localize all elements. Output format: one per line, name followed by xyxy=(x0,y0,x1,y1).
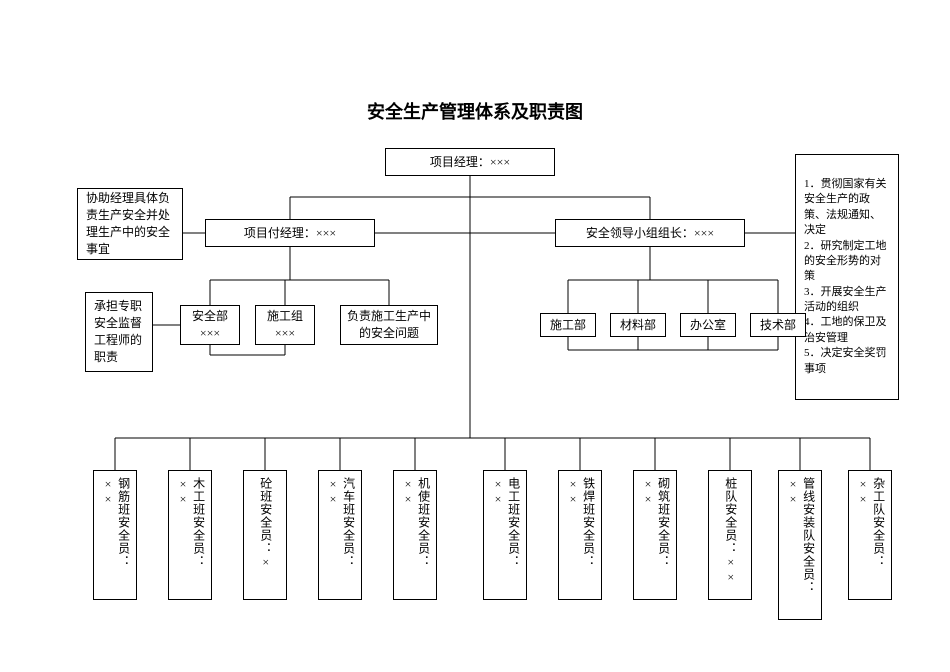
note-assist-manager: 协助经理具体负责生产安全并处理生产中的安全事宜 xyxy=(77,188,183,260)
note-construction-safety: 负责施工生产中的安全问题 xyxy=(340,305,438,345)
node-construction-team: 施工组 ××× xyxy=(255,305,315,345)
bottom-node: 砌筑班安全员：×× xyxy=(633,470,677,600)
bottom-node: 管线安装队安全员：×× xyxy=(778,470,822,620)
node-material-dept: 材料部 xyxy=(610,313,666,337)
bottom-node: 钢筋班安全员：×× xyxy=(93,470,137,600)
node-construction-dept: 施工部 xyxy=(540,313,596,337)
org-chart-canvas: 安全生产管理体系及职责图 项目经理：××× 项目付经理：××× 安全领导小组组长… xyxy=(0,0,950,672)
bottom-node: 砼班安全员：× xyxy=(243,470,287,600)
bottom-node: 木工班安全员：×× xyxy=(168,470,212,600)
node-tech-dept: 技术部 xyxy=(750,313,806,337)
note-responsibilities: 1．贯彻国家有关安全生产的政策、法规通知、决定 2．研究制定工地的安全形势的对策… xyxy=(795,154,899,400)
node-safety-leader: 安全领导小组组长：××× xyxy=(555,219,745,247)
bottom-node: 桩队安全员：×× xyxy=(708,470,752,600)
bottom-node: 铁焊班安全员：×× xyxy=(558,470,602,600)
bottom-node: 杂工队安全员：×× xyxy=(848,470,892,600)
bottom-node: 电工班安全员：×× xyxy=(483,470,527,600)
bottom-node: 机使班安全员：×× xyxy=(393,470,437,600)
node-safety-dept: 安全部 ××× xyxy=(180,305,240,345)
bottom-node: 汽车班安全员：×× xyxy=(318,470,362,600)
node-office: 办公室 xyxy=(680,313,736,337)
note-supervisor-duty: 承担专职安全监督工程师的职责 xyxy=(85,292,153,372)
node-deputy-manager: 项目付经理：××× xyxy=(205,219,375,247)
node-project-manager: 项目经理：××× xyxy=(385,148,555,176)
